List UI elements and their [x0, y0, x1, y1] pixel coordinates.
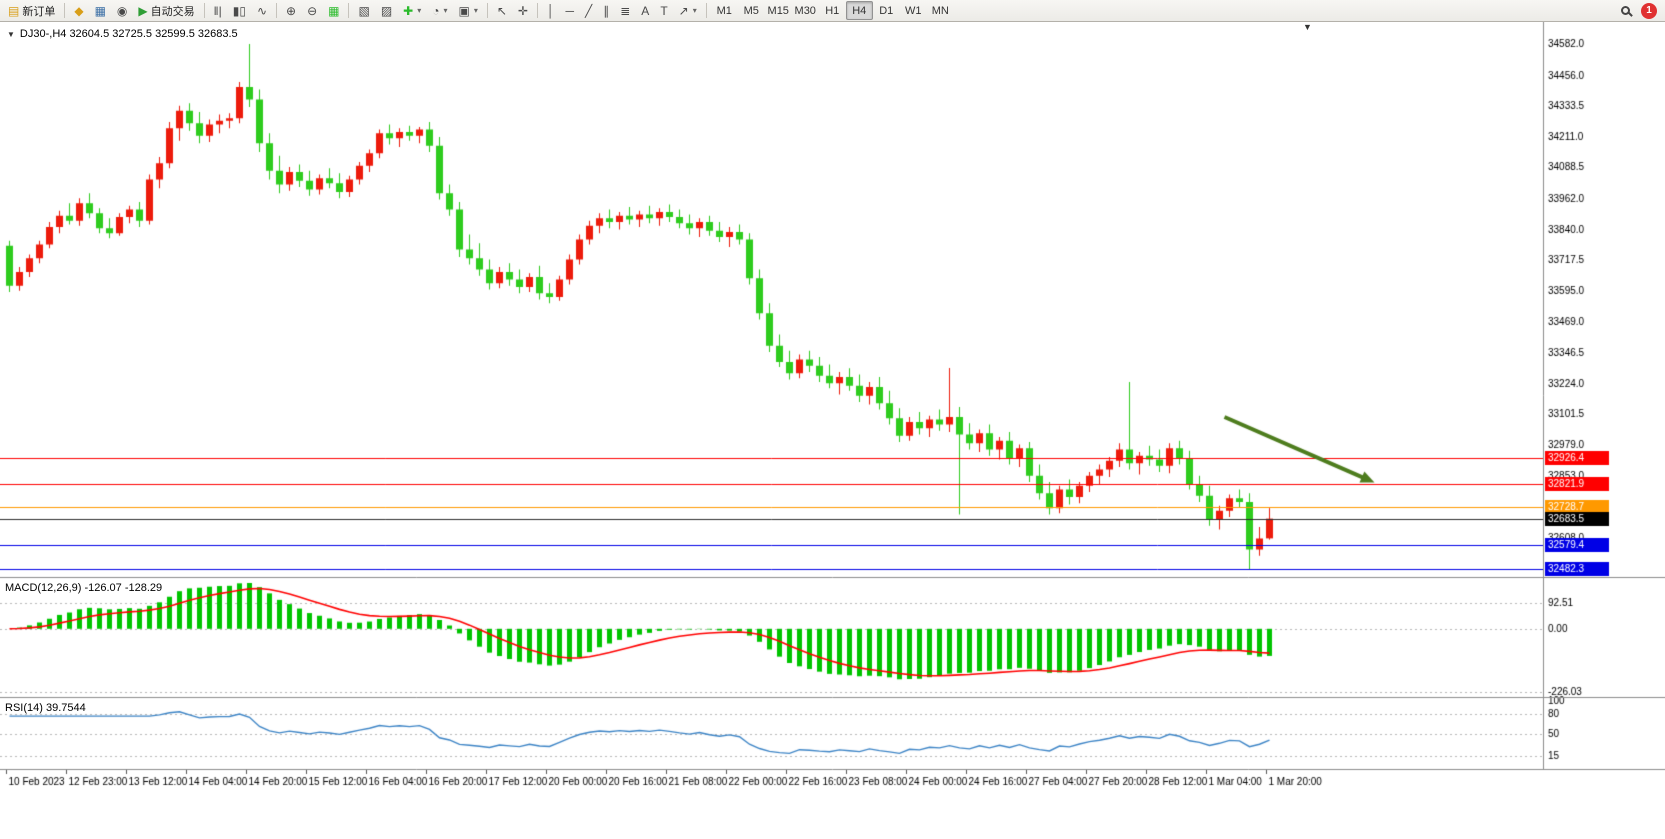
timeframe-button-h4[interactable]: H4 — [845, 1, 873, 20]
toolbar-separator — [203, 3, 205, 18]
zoom-out-button[interactable]: ⊖ — [302, 1, 322, 20]
text-icon: A — [641, 3, 650, 18]
crosshair-tool-button[interactable]: ✛ — [513, 1, 533, 20]
new-order-button[interactable]: ▤ 新订单 — [3, 1, 60, 20]
indicators-icon: ✚ — [403, 3, 414, 18]
text-tool-button[interactable]: A — [636, 1, 654, 20]
data-window-icon: ▦ — [94, 3, 106, 18]
text-label-tool-button[interactable]: T — [655, 1, 672, 20]
toolbar-separator — [64, 3, 66, 18]
auto-trading-button[interactable]: ▶ 自动交易 — [133, 1, 199, 20]
arrows-icon: ↗ — [678, 3, 689, 18]
crosshair-icon: ✛ — [517, 3, 528, 18]
zoom-in-icon: ⊕ — [286, 3, 297, 18]
toolbar-separator — [486, 3, 488, 18]
timeframe-button-m30[interactable]: M30 — [794, 4, 816, 17]
dropdown-caret-icon: ▾ — [692, 6, 697, 15]
tile-windows-icon: ▦ — [328, 3, 340, 18]
data-window-button[interactable]: ▦ — [90, 1, 111, 20]
indicators-button[interactable]: ✚ ▾ — [398, 1, 426, 20]
templates-icon: ▣ — [458, 3, 470, 18]
templates-button[interactable]: ▣ ▾ — [454, 1, 483, 20]
market-watch-button[interactable]: ◆ — [69, 1, 88, 20]
new-chart-icon: ▧ — [358, 3, 370, 18]
trendline-tool-button[interactable]: ╱ — [580, 1, 597, 20]
toolbar: ▤ 新订单 ◆ ▦ ◉ ▶ 自动交易 ‖| ▮▯ ∿ ⊕ ⊖ ▦ ▧ ▨ ✚ ▾ … — [0, 0, 1665, 22]
chart-profiles-button[interactable]: ▨ — [376, 1, 397, 20]
timeframe-button-h1[interactable]: H1 — [825, 4, 840, 17]
text-label-icon: T — [660, 3, 668, 18]
zoom-in-button[interactable]: ⊕ — [281, 1, 301, 20]
new-order-icon: ▤ — [8, 3, 20, 18]
dropdown-caret-icon: ▾ — [417, 6, 422, 15]
macd-indicator-label: MACD(12,26,9) -126.07 -128.29 — [5, 582, 163, 594]
line-chart-mode-button[interactable]: ∿ — [252, 1, 272, 20]
zoom-out-icon: ⊖ — [307, 3, 318, 18]
profiles-icon: ▨ — [380, 3, 393, 18]
timeframe-group: M1 M5 M15 M30 H1 H4 D1 W1 MN — [711, 1, 954, 20]
chart-symbol-info: ▼ DJ30-,H4 32604.5 32725.5 32599.5 32683… — [7, 28, 238, 40]
market-watch-icon: ◆ — [74, 3, 84, 18]
navigator-icon: ◉ — [116, 3, 128, 18]
periods-button[interactable]: ◔ ▾ — [427, 1, 452, 20]
timeframe-button-d1[interactable]: D1 — [879, 4, 894, 17]
timeframe-button-m5[interactable]: M5 — [743, 4, 759, 17]
vertical-line-tool-button[interactable]: │ — [542, 1, 560, 20]
timeframe-button-w1[interactable]: W1 — [904, 4, 922, 17]
line-chart-icon: ∿ — [256, 3, 267, 18]
vertical-line-icon: │ — [546, 3, 555, 18]
fibonacci-icon: ≣ — [620, 3, 631, 18]
candlestick-mode-button[interactable]: ▮▯ — [228, 1, 251, 20]
bar-chart-mode-button[interactable]: ‖| — [209, 1, 227, 20]
dropdown-caret-icon: ▾ — [443, 6, 448, 15]
fibonacci-tool-button[interactable]: ≣ — [615, 1, 635, 20]
symbol-ohlc-text: DJ30-,H4 32604.5 32725.5 32599.5 32683.5 — [19, 28, 238, 40]
timeframe-button-mn[interactable]: MN — [931, 4, 949, 17]
cursor-icon: ↖ — [496, 3, 507, 18]
chart-area[interactable]: ▼ DJ30-,H4 32604.5 32725.5 32599.5 32683… — [0, 22, 1665, 839]
notification-badge[interactable]: 1 — [1641, 2, 1657, 19]
auto-trading-label: 自动交易 — [150, 5, 195, 18]
horizontal-line-icon: ─ — [565, 3, 574, 18]
timeframe-button-m15[interactable]: M15 — [767, 4, 789, 17]
chart-shift-marker[interactable]: ▼ — [1303, 22, 1312, 32]
toolbar-separator — [536, 3, 538, 18]
cursor-tool-button[interactable]: ↖ — [492, 1, 512, 20]
channel-icon: ∥ — [603, 3, 610, 18]
symbol-expander-icon[interactable]: ▼ — [7, 29, 15, 39]
dropdown-caret-icon: ▾ — [473, 6, 478, 15]
arrows-tool-button[interactable]: ↗ ▾ — [674, 1, 702, 20]
trendline-icon: ╱ — [585, 3, 593, 18]
horizontal-line-tool-button[interactable]: ─ — [560, 1, 579, 20]
tile-windows-button[interactable]: ▦ — [323, 1, 344, 20]
price-chart-canvas[interactable] — [0, 22, 1665, 839]
toolbar-separator — [705, 3, 707, 18]
timeframe-button-m1[interactable]: M1 — [716, 4, 732, 17]
toolbar-separator — [276, 3, 277, 18]
rsi-indicator-label: RSI(14) 39.7544 — [5, 702, 86, 714]
bar-chart-icon: ‖| — [213, 3, 222, 18]
new-chart-button[interactable]: ▧ — [353, 1, 374, 20]
search-button[interactable] — [1616, 1, 1635, 20]
navigator-button[interactable]: ◉ — [112, 1, 132, 20]
periods-icon: ◔ — [432, 3, 440, 18]
auto-trading-icon: ▶ — [138, 3, 148, 18]
channel-tool-button[interactable]: ∥ — [598, 1, 614, 20]
new-order-label: 新订单 — [22, 5, 56, 18]
toolbar-separator — [348, 3, 350, 18]
search-icon — [1621, 6, 1630, 15]
candlestick-icon: ▮▯ — [232, 3, 246, 18]
